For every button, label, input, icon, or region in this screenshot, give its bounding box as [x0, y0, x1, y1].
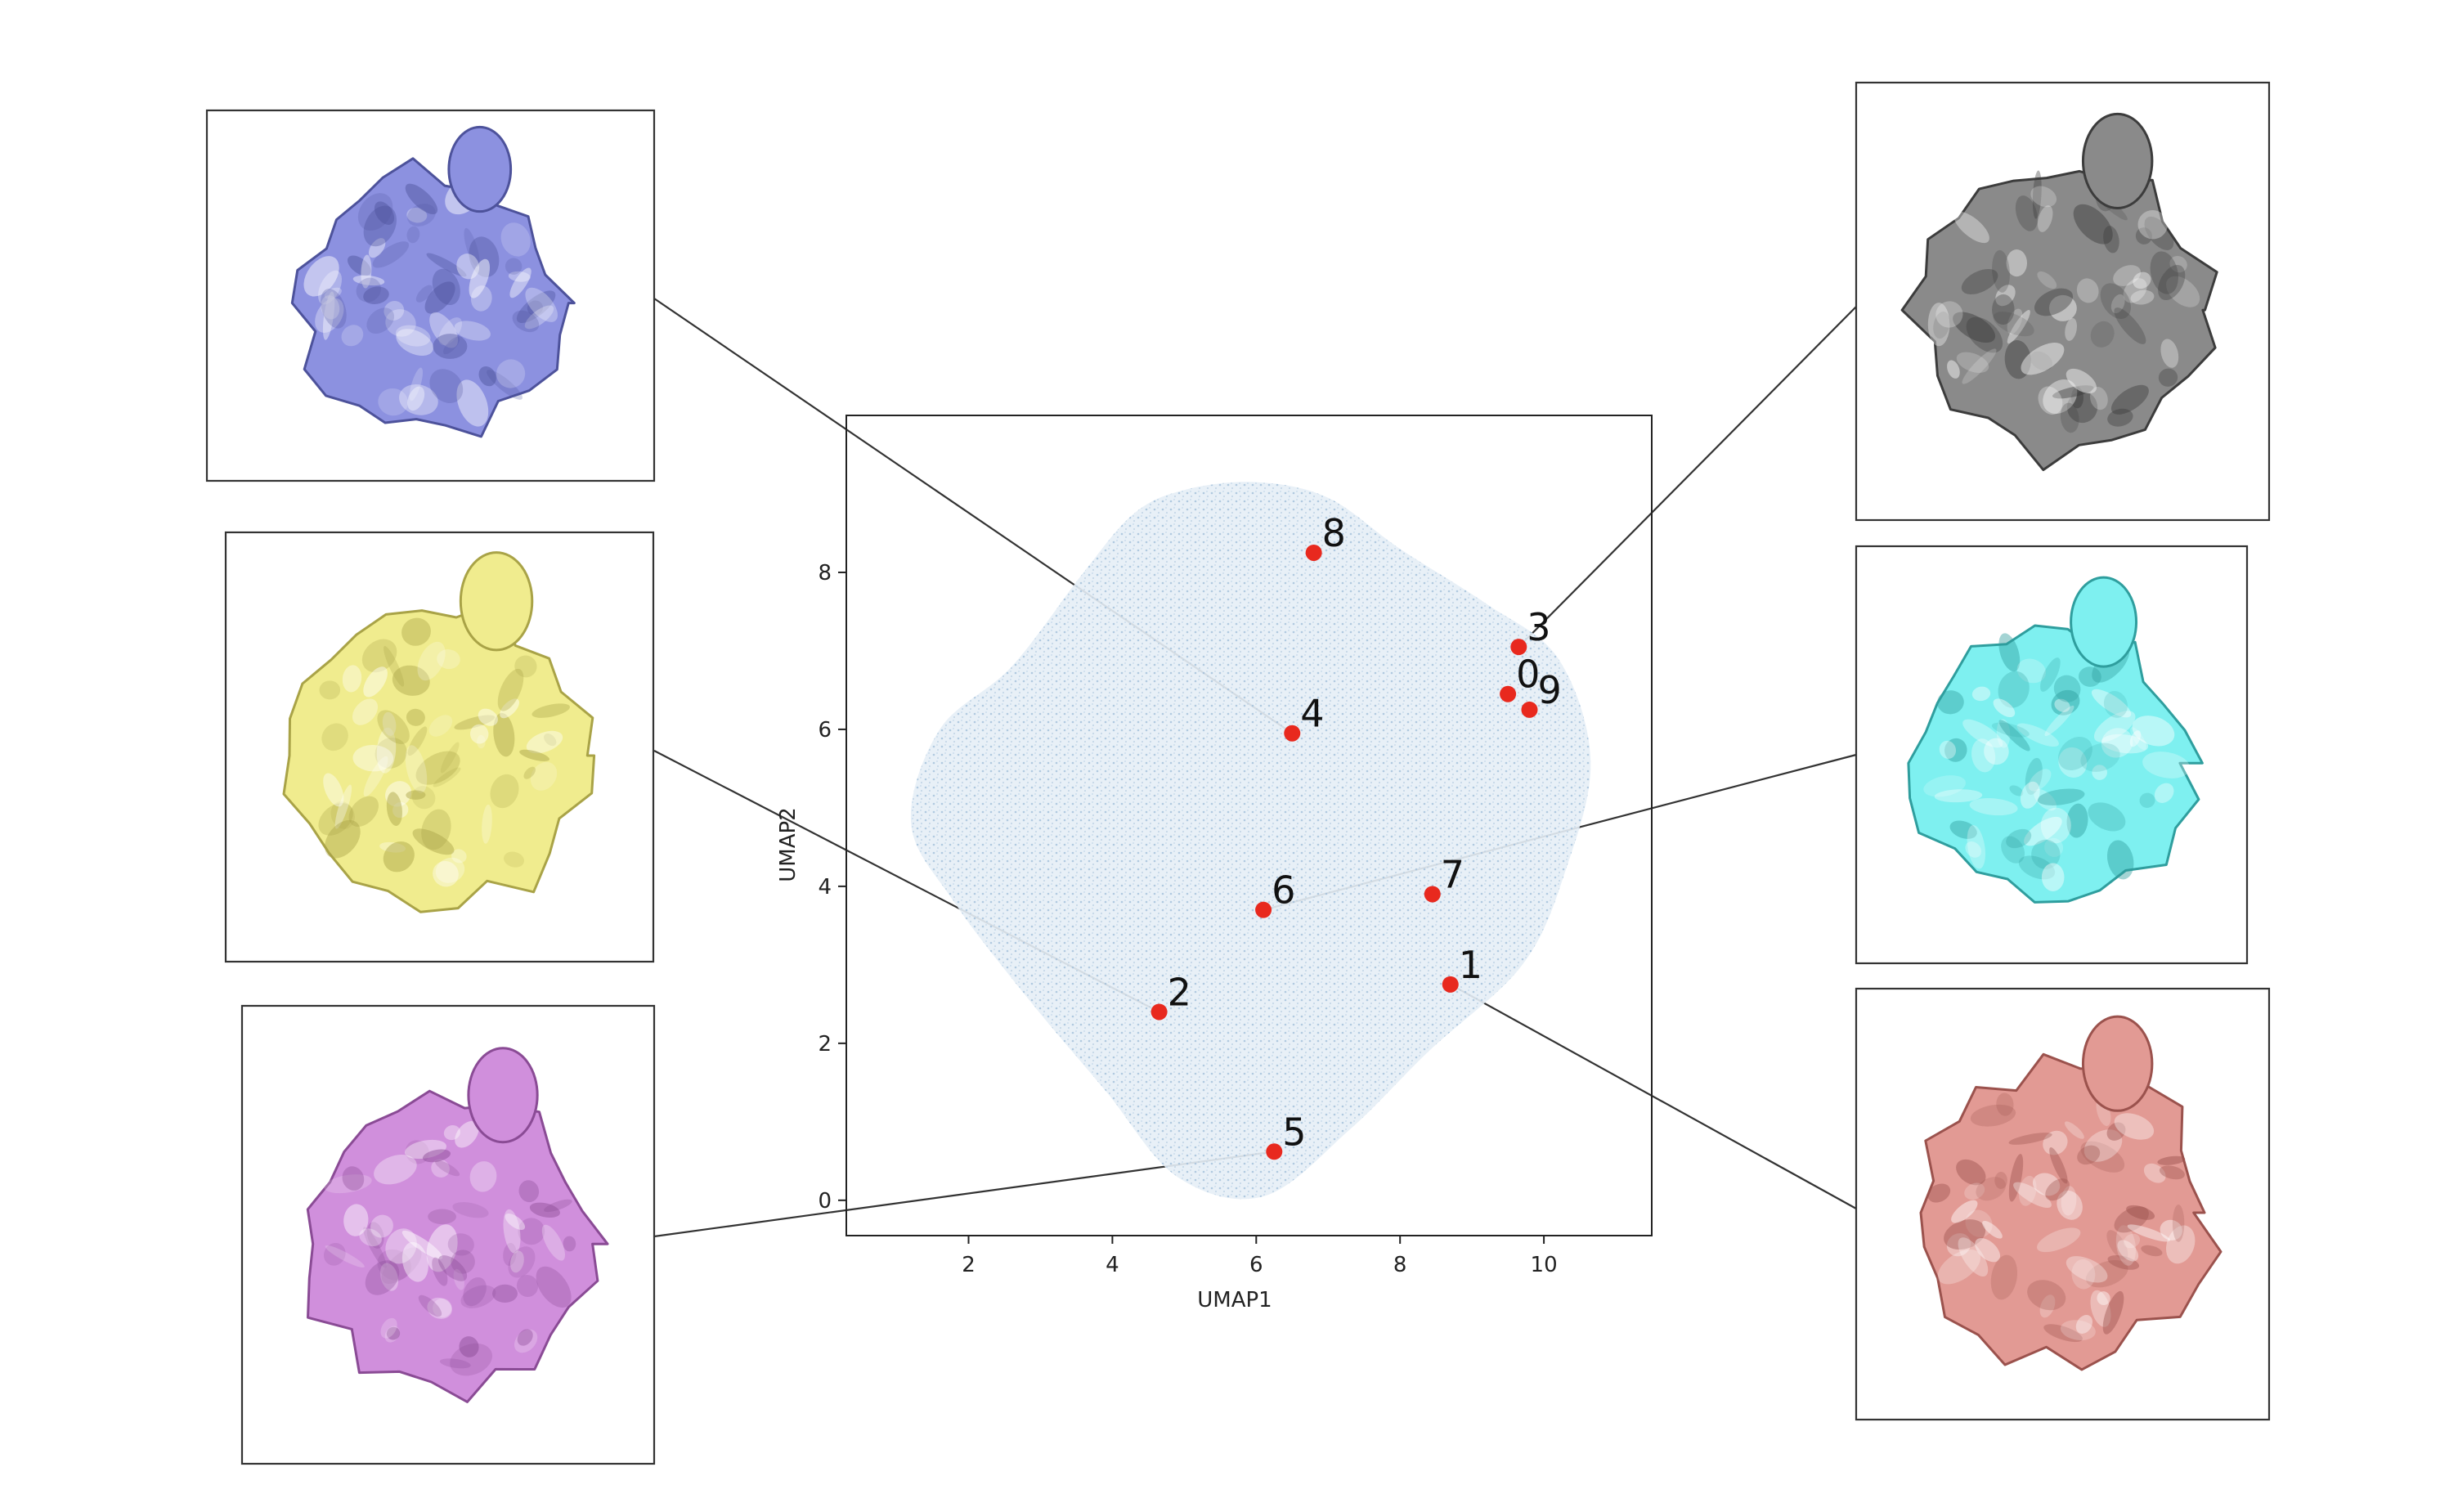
y-tick-label: 2 — [818, 1032, 832, 1057]
structure-inset-5 — [240, 1004, 656, 1465]
structure-inset-3 — [1855, 81, 2271, 522]
x-axis-ticks: 2 4 6 8 10 — [962, 1236, 1558, 1277]
density-map-icon — [282, 551, 596, 913]
cluster-label-5: 5 — [1282, 1110, 1306, 1154]
x-tick-label: 10 — [1531, 1253, 1558, 1277]
cluster-label-3: 3 — [1527, 605, 1550, 649]
cluster-point-1 — [1442, 976, 1459, 993]
x-tick-label: 2 — [962, 1253, 976, 1277]
cluster-label-4: 4 — [1300, 692, 1324, 736]
plot-frame — [845, 415, 1653, 1236]
y-axis-label: UMAP2 — [776, 807, 801, 882]
y-tick-label: 8 — [818, 561, 832, 586]
density-map-icon — [1900, 112, 2218, 472]
structure-insets — [205, 81, 2271, 1465]
cluster-point-4 — [1284, 725, 1301, 742]
x-axis-label: UMAP1 — [1197, 1288, 1272, 1312]
cluster-label-0: 0 — [1516, 653, 1540, 697]
connector-line-3 — [1518, 306, 1857, 648]
x-tick-label: 4 — [1106, 1253, 1119, 1277]
cluster-label-6: 6 — [1272, 868, 1295, 913]
structure-inset-6 — [1855, 545, 2249, 965]
cluster-label-7: 7 — [1441, 852, 1464, 896]
cluster-label-1: 1 — [1459, 943, 1482, 987]
structure-inset-2 — [224, 531, 655, 963]
x-tick-label: 8 — [1393, 1253, 1407, 1277]
cluster-label-2: 2 — [1168, 970, 1191, 1014]
cluster-point-2 — [1151, 1003, 1168, 1021]
umap-point-cloud — [910, 482, 1591, 1200]
cluster-label-8: 8 — [1322, 511, 1346, 555]
cluster-point-8 — [1305, 544, 1322, 561]
plot-axes: 2 4 6 8 10 0 2 4 6 8 0 1 2 3 4 5 6 7 8 9 UMAP1 UMAP2 — [776, 415, 1653, 1312]
y-tick-label: 6 — [818, 718, 832, 743]
density-map-icon — [1919, 1015, 2223, 1371]
cluster-point-5 — [1266, 1143, 1283, 1160]
density-map-icon — [306, 1047, 609, 1403]
cluster-point-3 — [1510, 639, 1527, 656]
density-map-icon — [290, 125, 576, 438]
cluster-label-9: 9 — [1537, 668, 1561, 712]
cluster-point-6 — [1255, 901, 1272, 918]
point-cloud-dots — [910, 482, 1591, 1200]
y-tick-label: 0 — [818, 1189, 832, 1214]
y-axis-ticks: 0 2 4 6 8 — [818, 561, 846, 1214]
highlight-points: 0 1 2 3 4 5 6 7 8 9 — [1151, 511, 1562, 1160]
structure-inset-4 — [205, 109, 656, 482]
cluster-point-0 — [1500, 685, 1517, 702]
connector-line-1 — [1450, 983, 1857, 1209]
cluster-point-7 — [1424, 886, 1441, 903]
structure-inset-1 — [1855, 987, 2271, 1421]
y-tick-label: 4 — [818, 875, 832, 900]
x-tick-label: 6 — [1249, 1253, 1263, 1277]
density-map-icon — [1907, 576, 2204, 904]
cluster-point-9 — [1521, 701, 1538, 718]
